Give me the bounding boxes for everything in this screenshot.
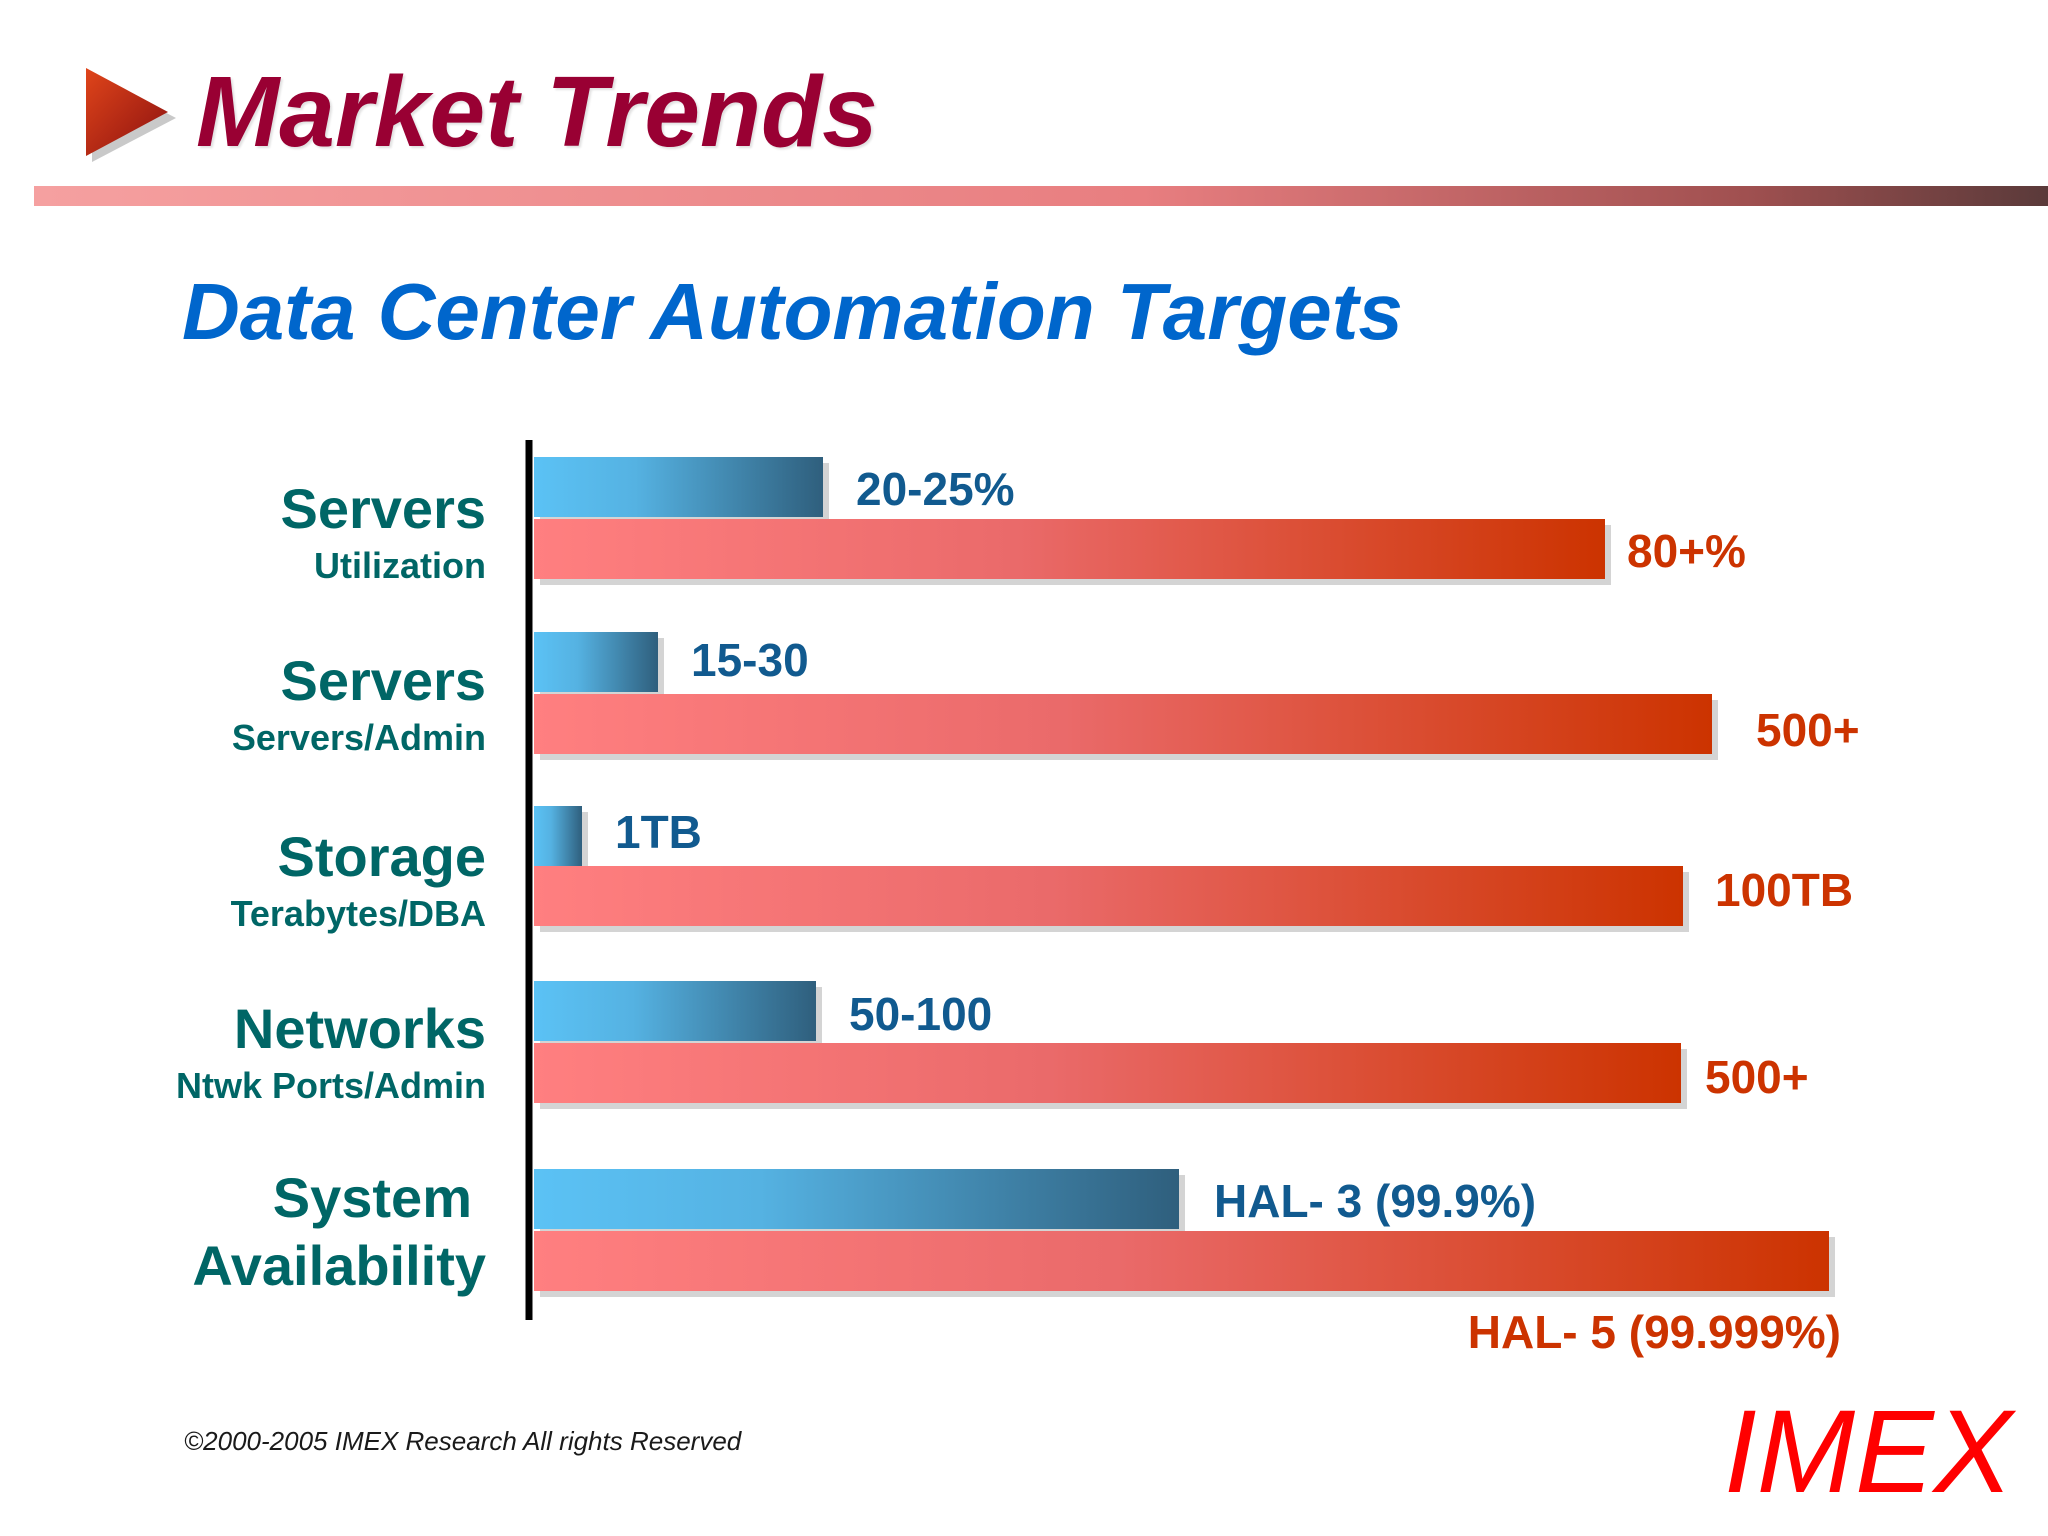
- current-value-label: 50-100: [849, 988, 992, 1040]
- copyright-text: ©2000-2005 IMEX Research All rights Rese…: [184, 1426, 742, 1456]
- target-bar: [534, 694, 1712, 754]
- slide-title: Market Trends: [196, 56, 878, 168]
- target-value-label: 100TB: [1715, 864, 1853, 916]
- category-sublabel: Utilization: [314, 545, 486, 586]
- current-value-label: 1TB: [615, 806, 702, 858]
- title-rule: [34, 186, 2048, 206]
- target-bar: [534, 519, 1605, 579]
- current-bar: [534, 632, 658, 692]
- target-value-label: 80+%: [1627, 525, 1746, 577]
- current-value-label: 15-30: [691, 634, 809, 686]
- target-bar: [534, 1231, 1829, 1291]
- target-value-label: HAL- 5 (99.999%): [1468, 1306, 1841, 1358]
- target-value-label: 500+: [1705, 1051, 1809, 1103]
- category-label: Servers: [280, 649, 486, 712]
- current-bar: [534, 457, 823, 517]
- category-label: Networks: [234, 997, 486, 1060]
- category-sublabel: Servers/Admin: [232, 717, 486, 758]
- category-label: Availability: [192, 1234, 486, 1297]
- current-bar: [534, 1169, 1179, 1229]
- bar-chart: Servers Utilization 20-25% 80+% Servers Serve…: [176, 440, 1860, 1358]
- category-sublabel: Ntwk Ports/Admin: [176, 1065, 486, 1106]
- current-bar: [534, 806, 582, 866]
- title-arrow-icon: [86, 68, 176, 162]
- current-bar: [534, 981, 816, 1041]
- imex-logo: IMEX: [1724, 1386, 2013, 1518]
- category-label: Storage: [278, 825, 487, 888]
- current-value-label: 20-25%: [856, 463, 1015, 515]
- current-value-label: HAL- 3 (99.9%): [1214, 1175, 1536, 1227]
- target-bar: [534, 866, 1683, 926]
- target-value-label: 500+: [1756, 704, 1860, 756]
- category-sublabel: Terabytes/DBA: [231, 893, 486, 934]
- category-label: System: [273, 1166, 472, 1229]
- category-label: Servers: [280, 477, 486, 540]
- target-bar: [534, 1043, 1681, 1103]
- chart-title: Data Center Automation Targets: [182, 267, 1403, 356]
